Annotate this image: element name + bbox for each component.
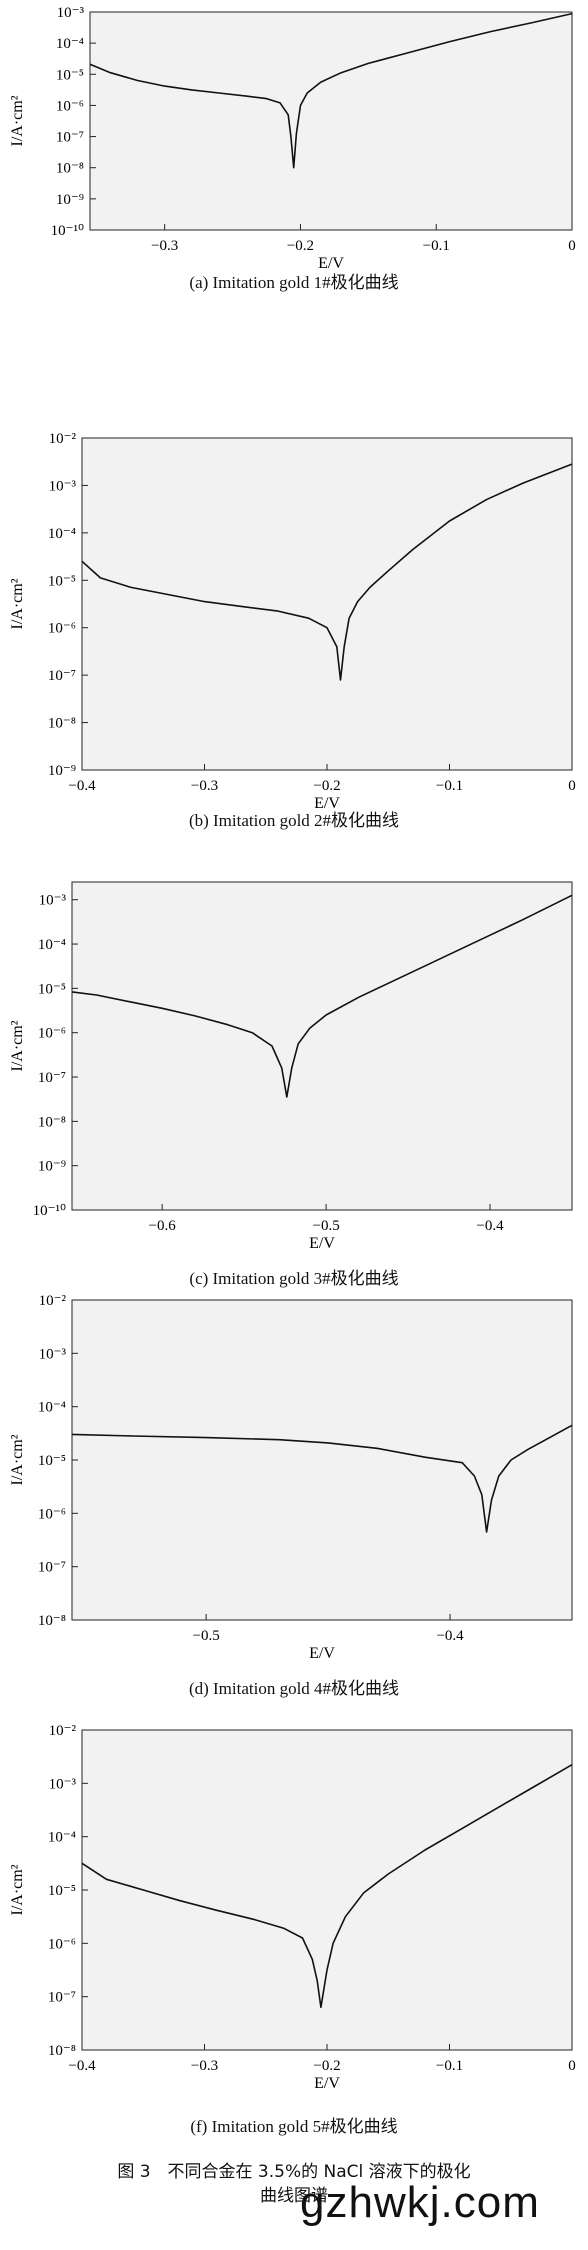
series-line	[81, 1764, 573, 2009]
y-tick-label: 10⁻⁷	[48, 668, 76, 684]
x-axis-label: E/V	[318, 255, 344, 272]
y-axis-label: I/A·cm²	[9, 1434, 26, 1485]
series-line	[71, 1424, 573, 1533]
chart-caption: (d) Imitation gold 4#极化曲线	[188, 1679, 400, 1698]
y-tick-label: 10⁻⁹	[38, 1159, 66, 1175]
y-tick-label: 10⁻⁷	[38, 1070, 66, 1086]
plot-area	[89, 11, 573, 231]
y-tick-label: 10⁻³	[39, 893, 67, 909]
y-tick-label: 10⁻²	[49, 431, 77, 447]
y-tick-label: 10⁻⁹	[48, 763, 76, 779]
y-tick-label: 10⁻⁸	[38, 1114, 66, 1130]
y-tick-label: 10⁻⁶	[38, 1506, 66, 1522]
y-tick-label: 10⁻³	[49, 478, 77, 494]
x-axis-label: E/V	[314, 795, 340, 812]
y-tick-label: 10⁻⁵	[48, 573, 76, 589]
y-axis-label: I/A·cm²	[9, 1020, 26, 1071]
chart-panel-f: −0.4 −0.3 −0.2 −0.1 0 10⁻⁸ 10⁻⁷ 10⁻⁶ 10⁻⁵ 10⁻⁴ 10⁻…	[0, 1700, 588, 2140]
chart-c: −0.6 −0.5 −0.4 10⁻¹⁰ 10⁻⁹ 10⁻⁸ 10⁻⁷ 10⁻⁶ 10⁻⁵ 10⁻…	[9, 881, 573, 1252]
chart-caption: (a) Imitation gold 1#极化曲线	[189, 273, 399, 292]
y-tick-label: 10⁻⁵	[38, 981, 66, 997]
y-tick-label: 10⁻¹⁰	[33, 1203, 66, 1219]
watermark: gzhwkj.com	[300, 2178, 540, 2227]
chart-caption: (c) Imitation gold 3#极化曲线	[189, 1269, 399, 1288]
y-tick-label: 10⁻⁶	[48, 621, 76, 637]
x-axis-label: E/V	[309, 1235, 335, 1252]
y-tick-label: 10⁻³	[39, 1346, 67, 1362]
y-tick-label: 10⁻⁴	[56, 36, 84, 52]
y-tick-label: 10⁻⁶	[38, 1026, 66, 1042]
y-axis-label: I/A·cm²	[9, 578, 26, 629]
figure-caption-line1: 图 3 不同合金在 3.5%的 NaCl 溶液下的极化	[117, 2162, 471, 2182]
y-tick-label: 10⁻⁴	[48, 526, 76, 542]
x-tick-label: 0	[568, 2058, 576, 2074]
y-tick-label: 10⁻⁵	[38, 1453, 66, 1469]
chart-caption: (f) Imitation gold 5#极化曲线	[190, 2117, 398, 2136]
y-tick-label: 10⁻³	[49, 1776, 77, 1792]
y-tick-label: 10⁻³	[57, 5, 85, 21]
x-axis-label: E/V	[314, 2075, 340, 2092]
y-tick-label: 10⁻⁵	[48, 1883, 76, 1899]
y-tick-label: 10⁻⁵	[56, 67, 84, 83]
x-tick-label: −0.3	[151, 238, 178, 254]
x-tick-label: −0.4	[436, 1628, 464, 1644]
y-tick-label: 10⁻⁴	[38, 1400, 66, 1416]
chart-d: −0.5 −0.4 10⁻⁸ 10⁻⁷ 10⁻⁶ 10⁻⁵ 10⁻⁴ 10⁻³ 10⁻² E/V I…	[9, 1293, 573, 1662]
x-tick-label: −0.1	[436, 778, 463, 794]
y-tick-label: 10⁻⁸	[48, 716, 76, 732]
x-tick-label: −0.4	[476, 1218, 504, 1234]
y-axis-label: I/A·cm²	[9, 1864, 26, 1915]
plot-area	[71, 1299, 573, 1621]
y-tick-label: 10⁻⁸	[56, 161, 84, 177]
figure-caption: 图 3 不同合金在 3.5%的 NaCl 溶液下的极化 曲线图谱	[0, 2160, 588, 2208]
y-tick-label: 10⁻⁶	[48, 1936, 76, 1952]
y-axis-label: I/A·cm²	[9, 95, 26, 146]
x-tick-label: −0.1	[436, 2058, 463, 2074]
x-tick-label: −0.2	[287, 238, 314, 254]
y-tick-label: 10⁻⁷	[38, 1560, 66, 1576]
y-tick-label: 10⁻⁶	[56, 98, 84, 114]
series-line	[71, 894, 573, 1098]
series-line	[81, 463, 573, 681]
x-tick-label: −0.2	[313, 2058, 340, 2074]
y-tick-label: 10⁻⁸	[38, 1613, 66, 1629]
chart-b: −0.4 −0.3 −0.2 −0.1 0 10⁻⁹ 10⁻⁸ 10⁻⁷ 10⁻⁶ 10⁻⁵ 10⁻…	[9, 431, 576, 812]
y-tick-label: 10⁻¹⁰	[51, 223, 84, 239]
series-line	[89, 12, 573, 169]
x-tick-label: −0.5	[193, 1628, 220, 1644]
x-tick-label: −0.3	[191, 778, 218, 794]
figure-caption-line2: 曲线图谱	[260, 2186, 328, 2206]
chart-a: −0.3 −0.2 −0.1 0 10⁻¹⁰ 10⁻⁹ 10⁻⁸ 10⁻⁷ 10⁻⁶ 10⁻⁵ 10…	[9, 5, 576, 272]
chart-panel-c: −0.6 −0.5 −0.4 10⁻¹⁰ 10⁻⁹ 10⁻⁸ 10⁻⁷ 10⁻⁶ 10⁻⁵ 10⁻…	[0, 860, 588, 1300]
x-tick-label: 0	[568, 238, 576, 254]
x-tick-label: −0.2	[313, 778, 340, 794]
chart-panel-d: −0.5 −0.4 10⁻⁸ 10⁻⁷ 10⁻⁶ 10⁻⁵ 10⁻⁴ 10⁻³ 10⁻² E/V I…	[0, 1270, 588, 1710]
x-tick-label: −0.5	[312, 1218, 339, 1234]
x-tick-label: −0.3	[191, 2058, 218, 2074]
chart-panel-a: −0.3 −0.2 −0.1 0 10⁻¹⁰ 10⁻⁹ 10⁻⁸ 10⁻⁷ 10⁻⁶ 10⁻⁵ 10…	[0, 0, 588, 300]
y-tick-label: 10⁻²	[39, 1293, 67, 1309]
y-tick-label: 10⁻⁴	[48, 1830, 76, 1846]
y-tick-label: 10⁻⁸	[48, 2043, 76, 2059]
x-tick-label: −0.4	[68, 2058, 96, 2074]
chart-panel-b: −0.4 −0.3 −0.2 −0.1 0 10⁻⁹ 10⁻⁸ 10⁻⁷ 10⁻⁶ 10⁻⁵ 10⁻…	[0, 418, 588, 838]
y-tick-label: 10⁻⁹	[56, 192, 84, 208]
y-tick-label: 10⁻⁴	[38, 937, 66, 953]
x-axis-label: E/V	[309, 1645, 335, 1662]
y-tick-label: 10⁻⁷	[56, 130, 84, 146]
x-tick-label: 0	[568, 778, 576, 794]
plot-area	[81, 437, 573, 771]
x-tick-label: −0.4	[68, 778, 96, 794]
y-tick-label: 10⁻²	[49, 1723, 77, 1739]
x-tick-label: −0.1	[423, 238, 450, 254]
plot-area	[81, 1729, 573, 2051]
chart-f: −0.4 −0.3 −0.2 −0.1 0 10⁻⁸ 10⁻⁷ 10⁻⁶ 10⁻⁵ 10⁻⁴ 10⁻…	[9, 1723, 576, 2092]
chart-caption: (b) Imitation gold 2#极化曲线	[188, 811, 400, 830]
x-tick-label: −0.6	[149, 1218, 177, 1234]
y-tick-label: 10⁻⁷	[48, 1990, 76, 2006]
